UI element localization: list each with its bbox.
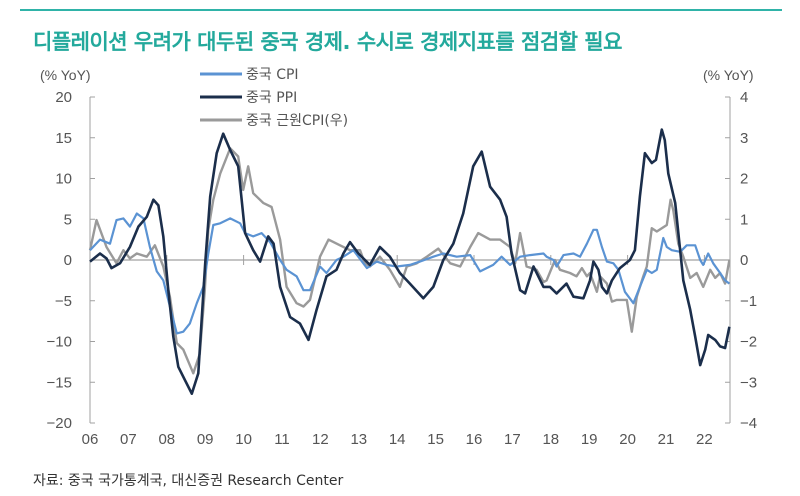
series-lines: [88, 128, 731, 395]
x-tick-label: 06: [82, 431, 99, 448]
page-title: 디플레이션 우려가 대두된 중국 경제. 수시로 경제지표를 점검할 필요: [33, 30, 622, 54]
x-tick-label: 17: [504, 431, 521, 448]
right-tick-label: −3: [740, 374, 757, 391]
right-tick-label: −1: [740, 293, 757, 310]
top-divider: [20, 9, 782, 11]
left-tick-label: 10: [55, 171, 72, 188]
x-tick-label: 20: [619, 431, 636, 448]
legend: 중국 CPI 중국 PPI 중국 근원CPI(우): [200, 67, 348, 129]
left-tick-label: 0: [64, 252, 72, 269]
legend-label-cpi: 중국 CPI: [246, 67, 299, 83]
x-tick-label: 19: [581, 431, 598, 448]
left-tick-label: 15: [55, 130, 72, 147]
right-tick-label: −4: [740, 415, 757, 432]
right-tick-label: 1: [740, 211, 748, 228]
legend-label-core-cpi: 중국 근원CPI(우): [246, 113, 348, 129]
x-tick-label: 10: [235, 431, 252, 448]
x-tick-label: 22: [696, 431, 713, 448]
left-tick-label: 20: [55, 89, 72, 106]
x-tick-label: 16: [466, 431, 483, 448]
left-tick-label: −10: [47, 334, 72, 351]
x-tick-label: 15: [427, 431, 444, 448]
x-tick-label: 11: [274, 431, 290, 448]
x-tick-label: 08: [158, 431, 175, 448]
left-tick-label: −5: [55, 293, 72, 310]
right-tick-label: 4: [740, 89, 748, 106]
right-tick-label: 3: [740, 130, 748, 147]
x-tick-label: 12: [312, 431, 329, 448]
left-tick-label: −20: [47, 415, 72, 432]
source-note: 자료: 중국 국가통계국, 대신증권 Research Center: [33, 473, 344, 489]
x-tick-label: 07: [120, 431, 137, 448]
right-tick-label: 0: [740, 252, 748, 269]
right-axis-unit: (% YoY): [703, 67, 754, 83]
x-tick-label: 21: [658, 431, 675, 448]
right-tick-label: −2: [740, 334, 757, 351]
x-tick-label: 09: [197, 431, 214, 448]
left-axis-unit: (% YoY): [40, 67, 91, 83]
left-tick-label: 5: [64, 211, 72, 228]
right-tick-label: 2: [740, 171, 748, 188]
legend-label-ppi: 중국 PPI: [246, 90, 297, 106]
x-tick-label: 14: [389, 431, 406, 448]
x-tick-label: 18: [542, 431, 559, 448]
cpi-line: [89, 212, 731, 335]
ppi-line: [89, 128, 731, 395]
left-tick-label: −15: [47, 374, 72, 391]
x-tick-label: 13: [350, 431, 367, 448]
core-cpi-line: [88, 147, 731, 375]
